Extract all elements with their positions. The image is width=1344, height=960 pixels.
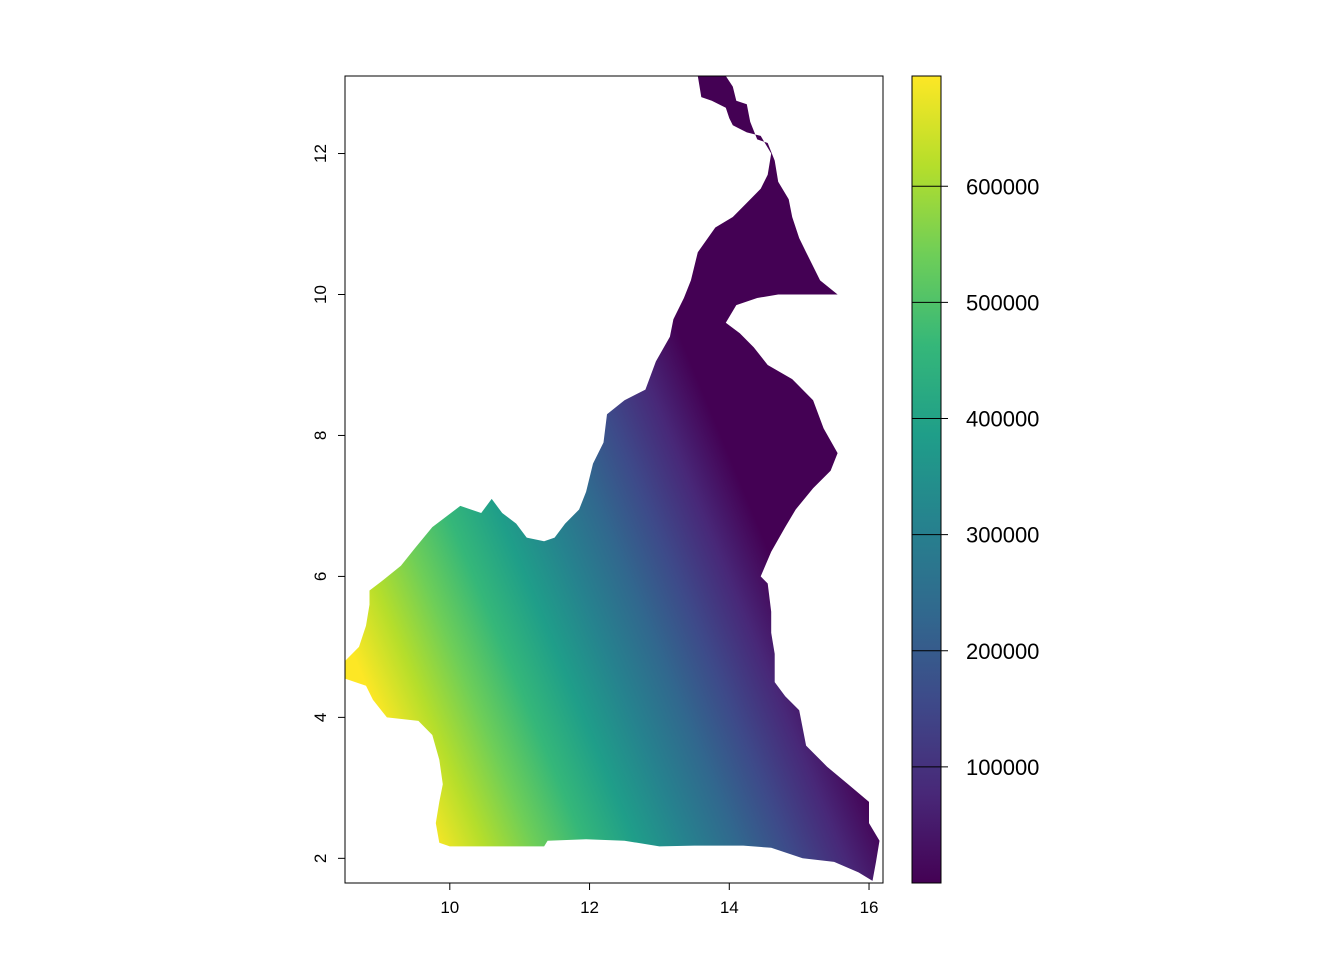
colorbar-tick-label: 300000 <box>966 523 1039 548</box>
y-axis: 2 4 6 8 10 12 <box>311 144 346 863</box>
y-tick-label: 4 <box>311 713 330 722</box>
x-tick-label: 10 <box>440 898 459 917</box>
map-panel: 10 12 14 16 2 4 6 8 10 12 <box>311 75 884 917</box>
x-axis: 10 12 14 16 <box>440 882 879 917</box>
y-tick-label: 12 <box>311 144 330 163</box>
colorbar-tick-label: 100000 <box>966 755 1039 780</box>
x-tick-label: 14 <box>720 898 739 917</box>
x-tick-label: 12 <box>580 898 599 917</box>
region-raster <box>345 76 880 881</box>
y-tick-label: 10 <box>311 285 330 304</box>
colorbar-tick-label: 200000 <box>966 639 1039 664</box>
y-tick-label: 8 <box>311 431 330 440</box>
y-tick-label: 6 <box>311 572 330 581</box>
y-tick-label: 2 <box>311 854 330 863</box>
colorbar-ticks: 100000 200000 300000 400000 500000 600000 <box>912 174 1039 780</box>
colorbar: 100000 200000 300000 400000 500000 600000 <box>911 75 1039 884</box>
colorbar-tick-label: 500000 <box>966 290 1039 315</box>
x-tick-label: 16 <box>860 898 879 917</box>
colorbar-tick-label: 400000 <box>966 407 1039 432</box>
colorbar-bar <box>911 75 942 884</box>
colorbar-tick-label: 600000 <box>966 174 1039 199</box>
